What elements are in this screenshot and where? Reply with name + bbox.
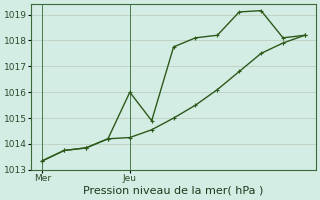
X-axis label: Pression niveau de la mer( hPa ): Pression niveau de la mer( hPa ) xyxy=(84,186,264,196)
